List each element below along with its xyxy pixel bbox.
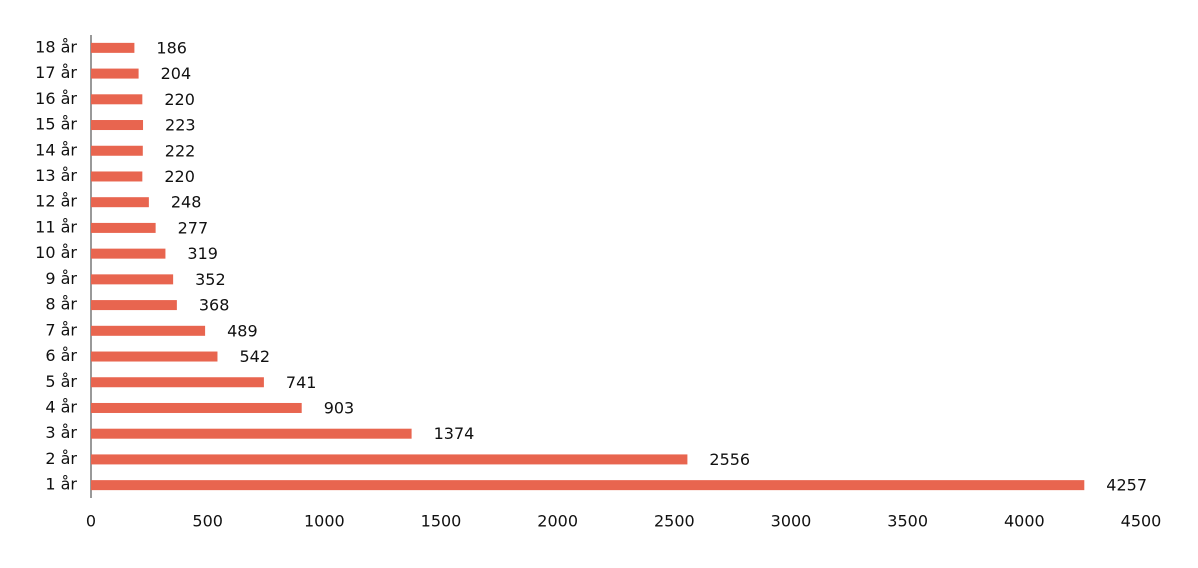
value-label: 741 — [286, 373, 317, 392]
y-tick-label: 14 år — [35, 140, 77, 159]
value-label: 2556 — [709, 450, 750, 469]
bar — [91, 480, 1085, 491]
x-tick-label: 4500 — [1121, 512, 1162, 531]
x-tick-label: 500 — [192, 512, 223, 531]
bar — [91, 120, 144, 131]
x-tick-label: 4000 — [1004, 512, 1045, 531]
bar — [91, 197, 149, 208]
y-tick-label: 3 år — [45, 423, 77, 442]
bar — [91, 42, 135, 53]
x-tick-label: 1000 — [304, 512, 345, 531]
bar — [91, 377, 264, 388]
x-tick-label: 0 — [86, 512, 96, 531]
bar — [91, 145, 143, 156]
y-tick-label: 15 år — [35, 115, 77, 134]
x-tick-label: 2500 — [654, 512, 695, 531]
x-tick-label: 3000 — [771, 512, 812, 531]
value-label: 1374 — [434, 424, 475, 443]
x-tick-label: 1500 — [421, 512, 462, 531]
bar — [91, 68, 139, 79]
value-label: 277 — [178, 218, 209, 237]
bar — [91, 351, 218, 362]
value-label: 4257 — [1106, 476, 1147, 495]
value-label: 542 — [239, 347, 270, 366]
y-tick-label: 6 år — [45, 346, 77, 365]
bar — [91, 222, 156, 233]
bar — [91, 454, 688, 465]
bar — [91, 300, 177, 311]
value-label: 222 — [165, 141, 196, 160]
y-tick-label: 8 år — [45, 295, 77, 314]
value-label: 352 — [195, 270, 226, 289]
bar — [91, 325, 206, 336]
y-tick-label: 12 år — [35, 192, 77, 211]
y-tick-label: 13 år — [35, 166, 77, 185]
x-tick-label: 3500 — [887, 512, 928, 531]
y-tick-label: 11 år — [35, 217, 77, 236]
value-label: 223 — [165, 116, 196, 135]
bar — [91, 171, 143, 182]
x-tick-label: 2000 — [537, 512, 578, 531]
y-tick-label: 16 år — [35, 89, 77, 108]
y-tick-label: 1 år — [45, 475, 77, 494]
value-label: 248 — [171, 193, 202, 212]
y-tick-label: 7 år — [45, 320, 77, 339]
bar — [91, 248, 166, 259]
y-tick-label: 4 år — [45, 397, 77, 416]
bar — [91, 274, 174, 285]
bar — [91, 402, 302, 413]
bar — [91, 428, 412, 439]
value-label: 204 — [161, 64, 192, 83]
y-tick-label: 18 år — [35, 37, 77, 56]
value-label: 489 — [227, 321, 258, 340]
value-label: 368 — [199, 296, 230, 315]
bar — [91, 94, 143, 105]
y-tick-label: 10 år — [35, 243, 77, 262]
y-tick-label: 2 år — [45, 449, 77, 468]
value-label: 220 — [164, 90, 195, 109]
value-label: 186 — [156, 38, 187, 57]
value-label: 319 — [187, 244, 218, 263]
y-tick-label: 17 år — [35, 63, 77, 82]
value-label: 220 — [164, 167, 195, 186]
y-tick-label: 9 år — [45, 269, 77, 288]
y-tick-label: 5 år — [45, 372, 77, 391]
value-label: 903 — [324, 398, 355, 417]
